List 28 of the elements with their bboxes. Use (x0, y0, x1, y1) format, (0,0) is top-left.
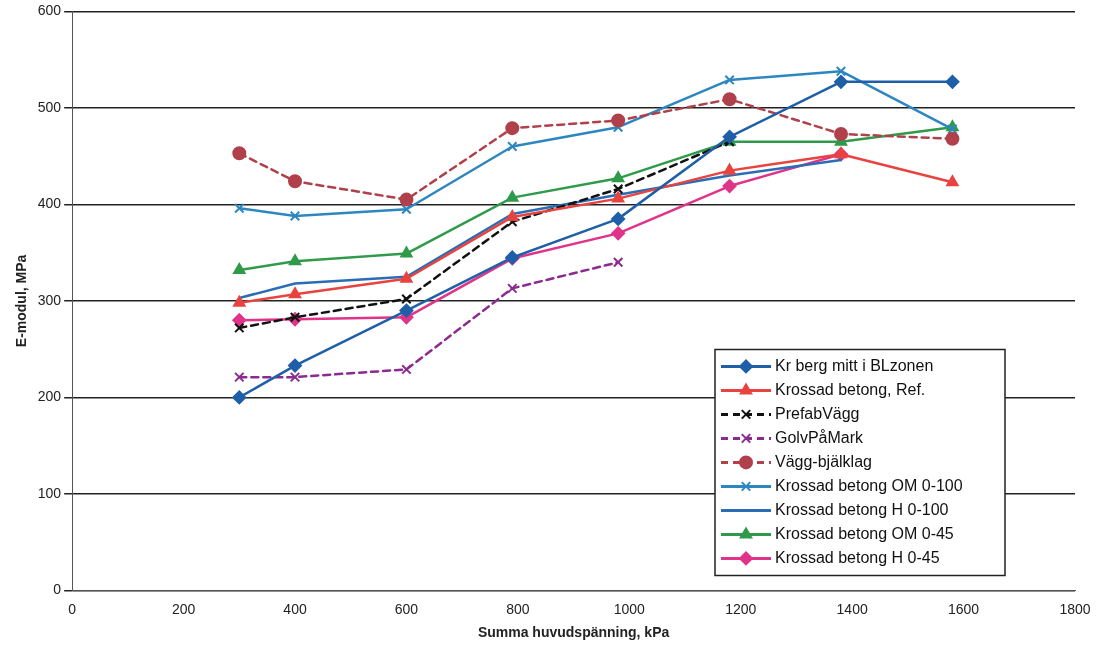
y-tick-label: 200 (37, 388, 62, 405)
y-tick-label: 400 (37, 195, 62, 212)
legend-label: Krossad betong OM 0-45 (775, 524, 954, 542)
x-tick-label: 600 (394, 600, 419, 617)
legend-label: Kr berg mitt i BLzonen (775, 356, 934, 374)
x-tick-label: 1000 (613, 600, 646, 617)
x-tick-label: 200 (171, 600, 196, 617)
legend-label: Krossad betong OM 0-100 (775, 476, 963, 494)
legend-label: PrefabVägg (775, 404, 860, 422)
x-tick-label: 1200 (725, 600, 757, 617)
x-tick-label: 0 (68, 600, 77, 617)
x-tick-label: 800 (506, 600, 530, 617)
y-tick-label: 0 (53, 581, 62, 598)
x-tick-label: 400 (283, 600, 307, 617)
y-tick-label: 100 (37, 484, 62, 501)
legend-label: Vägg-bjälklag (775, 452, 872, 470)
x-tick-label: 1600 (948, 600, 980, 617)
x-axis-title: Summa huvudspänning, kPa (477, 624, 670, 641)
legend-label: Krossad betong, Ref. (775, 380, 926, 398)
y-tick-label: 600 (37, 2, 62, 19)
y-tick-label: 500 (37, 98, 62, 115)
x-tick-label: 1800 (1059, 600, 1091, 617)
legend-label: Krossad betong H 0-45 (775, 548, 940, 566)
y-axis-title: E-modul, MPa (13, 254, 30, 348)
y-tick-label: 300 (37, 291, 62, 308)
legend-label: GolvPåMark (775, 428, 865, 446)
legend-label: Krossad betong H 0-100 (775, 500, 949, 518)
x-tick-label: 1400 (836, 600, 868, 617)
